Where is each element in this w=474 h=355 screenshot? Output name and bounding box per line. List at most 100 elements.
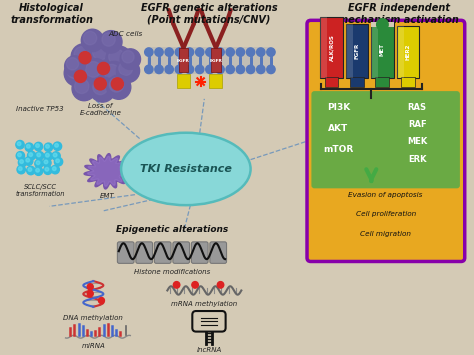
Circle shape [55, 158, 63, 166]
Circle shape [196, 65, 204, 73]
Circle shape [44, 152, 53, 160]
Circle shape [44, 166, 52, 174]
Circle shape [236, 48, 245, 56]
Circle shape [107, 75, 131, 99]
Circle shape [83, 31, 97, 45]
Bar [320, 17, 343, 78]
Circle shape [87, 291, 93, 297]
Circle shape [102, 33, 115, 46]
Text: Histological
transformation: Histological transformation [10, 3, 93, 24]
Circle shape [43, 159, 51, 167]
FancyBboxPatch shape [173, 242, 190, 263]
Circle shape [20, 160, 23, 163]
Bar [371, 22, 393, 78]
Circle shape [74, 70, 86, 82]
Bar [371, 22, 393, 27]
Circle shape [226, 48, 235, 56]
Circle shape [16, 141, 24, 149]
Text: EGFR: EGFR [177, 59, 190, 63]
Text: MET: MET [380, 43, 385, 56]
Circle shape [56, 159, 59, 163]
Text: Epigenetic alterations: Epigenetic alterations [116, 225, 228, 234]
Circle shape [82, 29, 103, 51]
Circle shape [27, 144, 30, 148]
Text: PI3K: PI3K [327, 103, 350, 112]
Text: Cell migration: Cell migration [360, 231, 411, 237]
Circle shape [36, 168, 39, 172]
Circle shape [29, 153, 33, 157]
Circle shape [44, 160, 48, 164]
Circle shape [175, 48, 183, 56]
Circle shape [27, 151, 36, 160]
Circle shape [246, 48, 255, 56]
Circle shape [246, 65, 255, 73]
Bar [397, 26, 419, 78]
Circle shape [52, 152, 60, 160]
Circle shape [256, 48, 265, 56]
Circle shape [86, 61, 101, 77]
Text: RAS: RAS [408, 103, 427, 112]
Text: EGFR: EGFR [210, 59, 222, 63]
Bar [375, 77, 389, 87]
FancyBboxPatch shape [191, 242, 208, 263]
Circle shape [71, 44, 97, 70]
Text: ADC cells: ADC cells [109, 31, 143, 37]
Bar [401, 77, 415, 87]
Circle shape [217, 282, 224, 288]
Circle shape [79, 51, 91, 64]
Circle shape [34, 142, 43, 151]
Circle shape [66, 58, 79, 70]
Text: DNA methylation: DNA methylation [64, 315, 123, 321]
Circle shape [206, 65, 214, 73]
Circle shape [64, 56, 85, 76]
Polygon shape [88, 156, 127, 186]
Circle shape [100, 31, 122, 53]
Circle shape [145, 48, 153, 56]
Text: mTOR: mTOR [323, 145, 354, 154]
Bar [371, 22, 378, 78]
Text: SCLC/SCC
transformation: SCLC/SCC transformation [15, 184, 65, 197]
Circle shape [92, 44, 108, 60]
Circle shape [36, 152, 44, 160]
Circle shape [74, 47, 90, 62]
Circle shape [226, 65, 235, 73]
Bar [179, 48, 188, 72]
Circle shape [53, 142, 62, 151]
Circle shape [35, 159, 43, 168]
Circle shape [185, 65, 194, 73]
Circle shape [106, 46, 132, 72]
Circle shape [28, 168, 32, 171]
Circle shape [53, 153, 57, 157]
Circle shape [74, 79, 89, 93]
Bar [210, 74, 222, 88]
Circle shape [98, 62, 109, 75]
Circle shape [45, 168, 49, 171]
Circle shape [165, 65, 173, 73]
Text: RAF: RAF [408, 120, 427, 129]
Circle shape [93, 80, 108, 95]
Circle shape [216, 48, 224, 56]
Text: MEK: MEK [407, 137, 427, 146]
Text: ERK: ERK [408, 155, 426, 164]
Text: EMT: EMT [100, 193, 115, 199]
Bar [346, 24, 368, 78]
Text: EGFR genetic alterations
(Point mutations/CNV): EGFR genetic alterations (Point mutation… [141, 3, 277, 24]
Circle shape [196, 48, 204, 56]
Circle shape [165, 48, 173, 56]
Circle shape [64, 60, 90, 86]
Circle shape [82, 59, 109, 85]
Circle shape [18, 158, 27, 167]
FancyBboxPatch shape [118, 242, 134, 263]
Circle shape [26, 158, 29, 162]
Circle shape [46, 153, 49, 157]
Circle shape [25, 143, 34, 152]
Polygon shape [84, 154, 130, 189]
Circle shape [72, 76, 96, 101]
Bar [146, 47, 272, 74]
Text: mRNA methylation: mRNA methylation [171, 301, 237, 307]
Circle shape [173, 282, 180, 288]
Text: HER2: HER2 [405, 44, 410, 60]
FancyBboxPatch shape [192, 311, 226, 332]
Circle shape [16, 152, 25, 160]
Bar [211, 48, 220, 72]
